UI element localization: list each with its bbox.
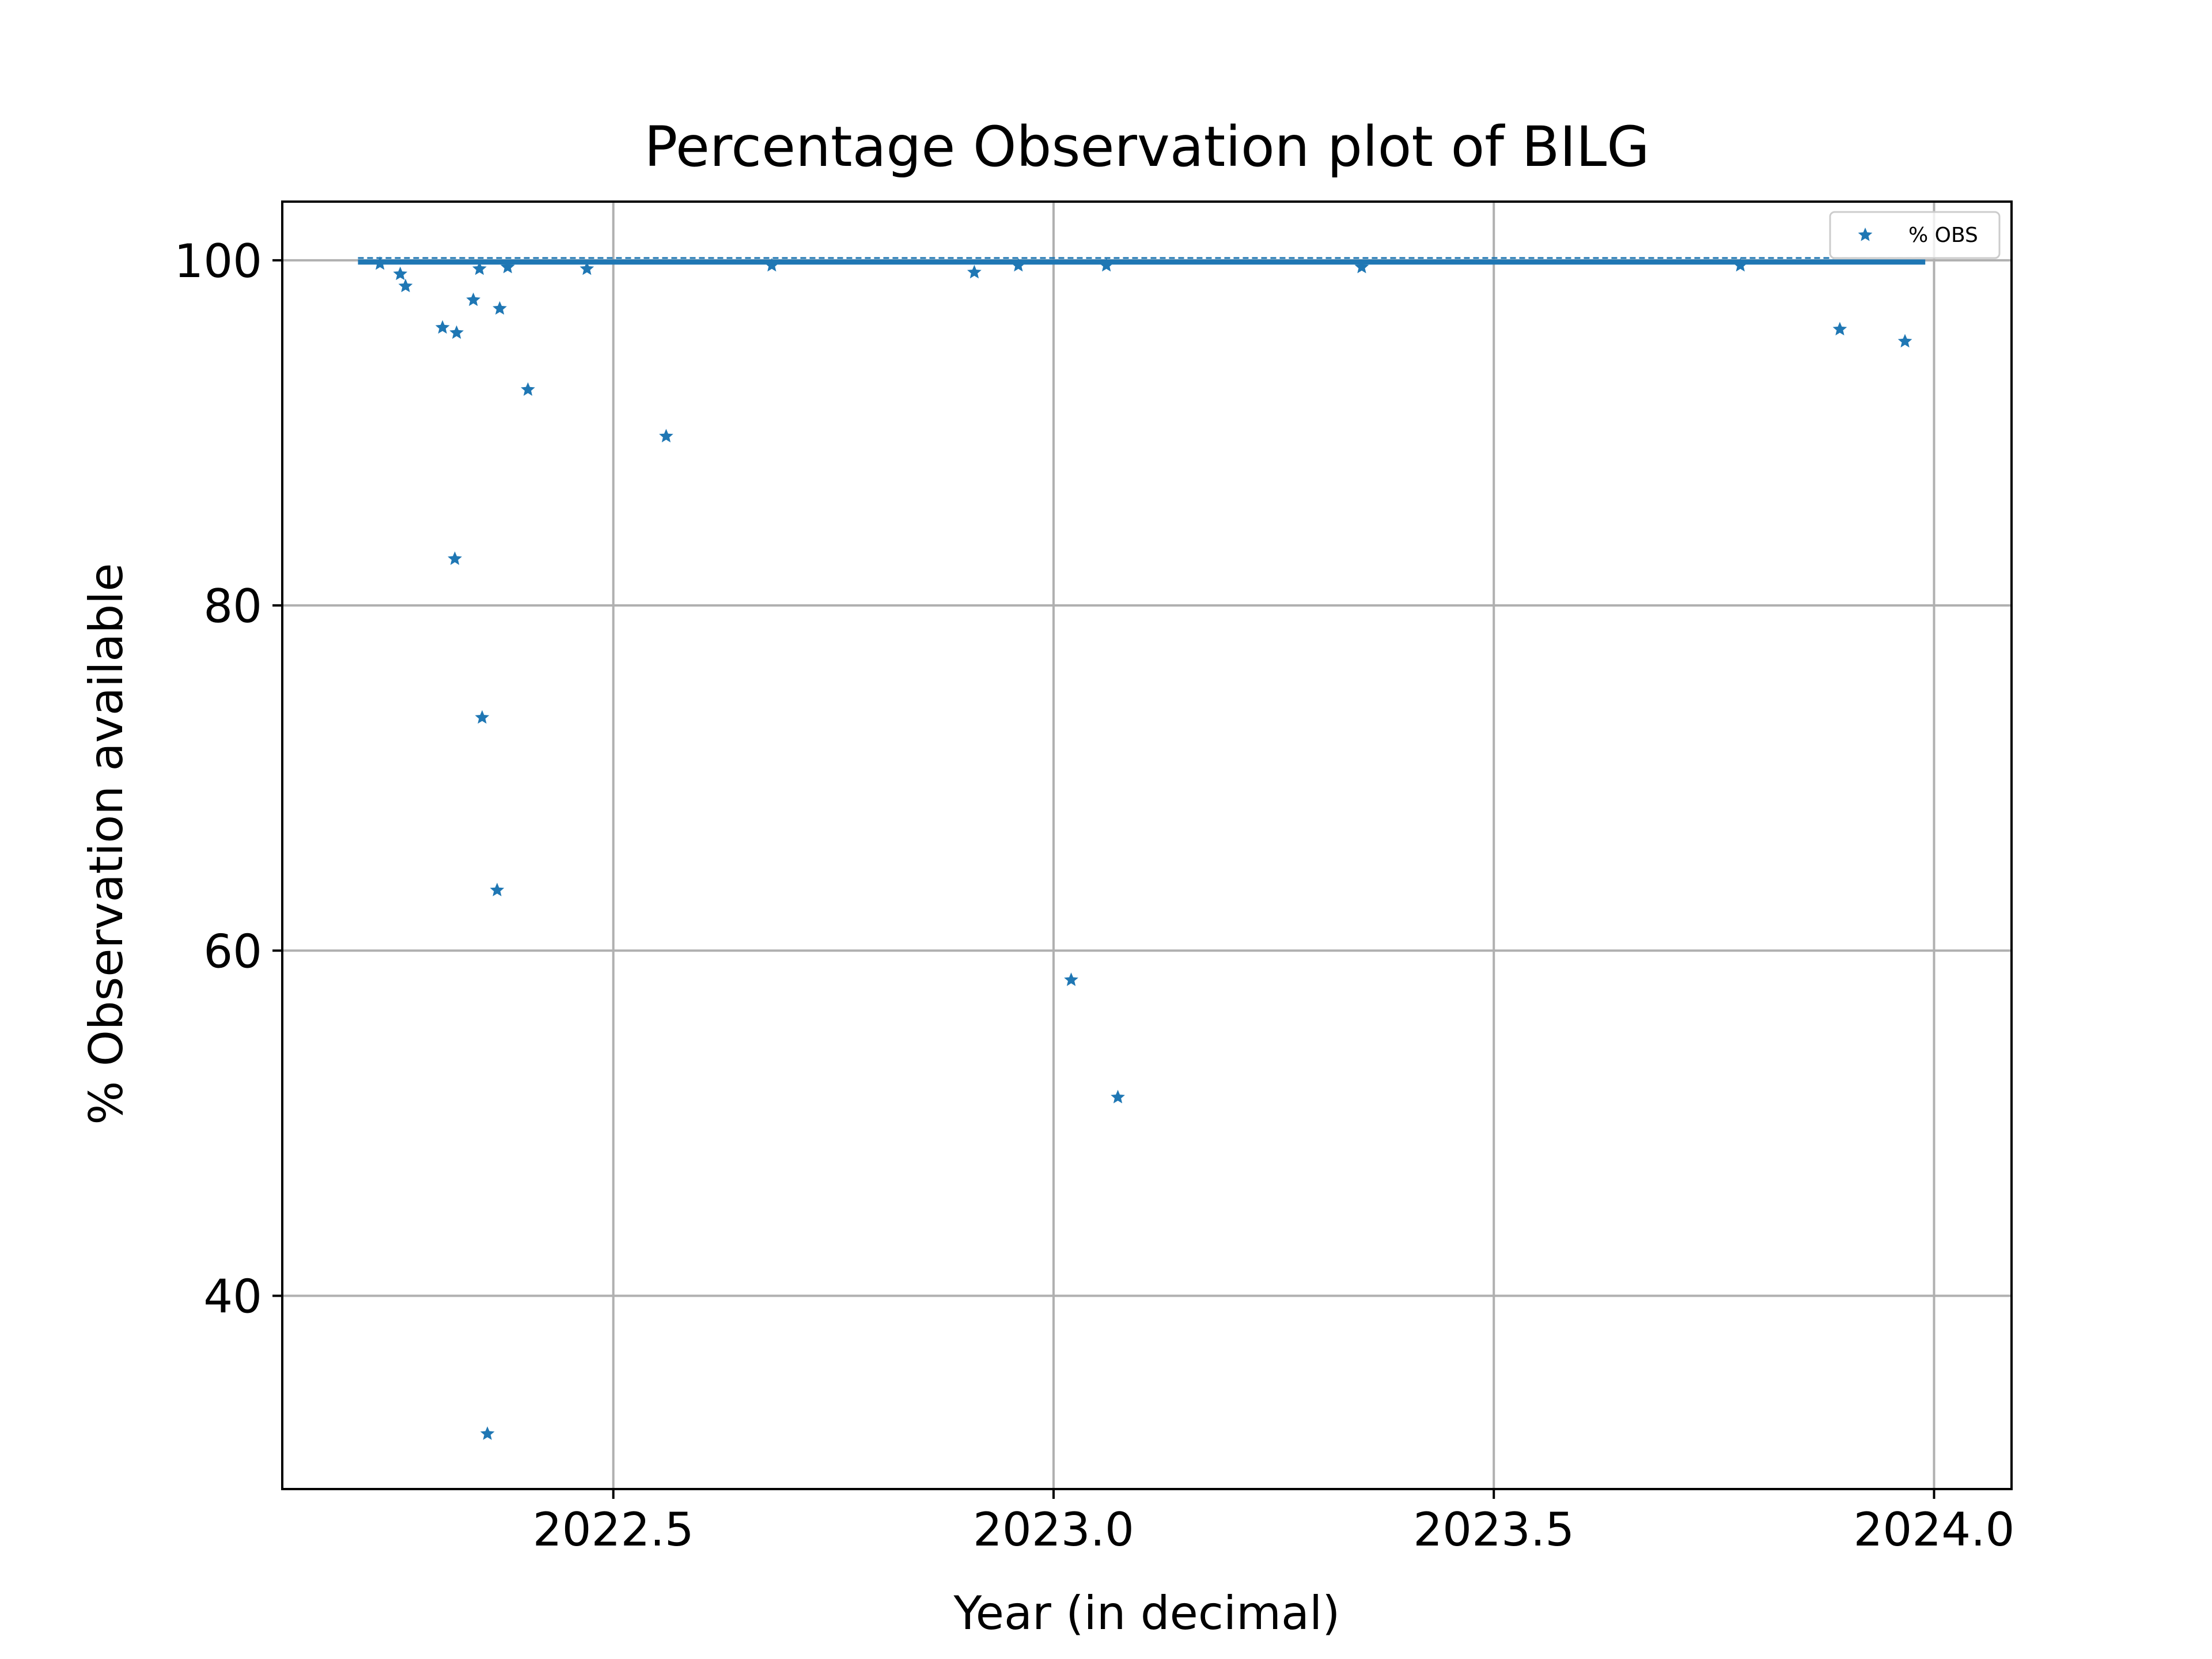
y-tick-label: 60 xyxy=(203,925,262,978)
x-tick-label: 2024.0 xyxy=(1854,1503,2015,1556)
x-tick-label: 2023.0 xyxy=(973,1503,1134,1556)
data-point xyxy=(1099,257,1114,272)
y-tick-label: 80 xyxy=(203,579,262,633)
data-point xyxy=(475,710,490,724)
data-point xyxy=(373,256,387,270)
data-point xyxy=(449,325,464,339)
legend-star xyxy=(1858,228,1873,241)
data-point xyxy=(500,259,515,274)
data-point xyxy=(398,278,413,293)
data-point xyxy=(764,257,779,272)
plot-frame xyxy=(281,200,2013,1490)
data-point xyxy=(435,320,450,334)
data-point xyxy=(448,551,462,565)
data-point xyxy=(1111,1089,1125,1104)
data-point xyxy=(1064,972,1078,986)
x-axis-label: Year (in decimal) xyxy=(953,1586,1340,1640)
y-tick-label: 40 xyxy=(203,1270,262,1323)
legend-marker-star xyxy=(1858,228,1873,241)
x-tick-label: 2022.5 xyxy=(533,1503,694,1556)
data-point xyxy=(967,264,982,279)
data-point xyxy=(490,882,505,896)
data-point xyxy=(493,301,507,315)
data-point xyxy=(1733,257,1748,272)
data-point xyxy=(659,429,673,442)
x-axis-ticks: 2022.5 2023.0 2023.5 2024.0 xyxy=(533,1489,2015,1556)
data-point xyxy=(521,382,535,396)
data-point xyxy=(393,266,408,281)
data-point xyxy=(1832,321,1847,336)
legend-label-obs: % OBS xyxy=(1908,224,1978,247)
data-point xyxy=(579,261,594,275)
chart-title: Percentage Observation plot of BILG xyxy=(644,115,1649,179)
legend-box xyxy=(1829,211,2001,259)
data-point xyxy=(480,1426,495,1440)
y-tick-label: 100 xyxy=(174,234,262,288)
data-point xyxy=(1011,257,1026,272)
x-tick-label: 2023.5 xyxy=(1413,1503,1574,1556)
data-point xyxy=(1354,259,1369,274)
y-axis-label: % Observation available xyxy=(79,563,133,1124)
data-point xyxy=(466,292,481,306)
legend: % OBS xyxy=(1829,211,2001,259)
data-point xyxy=(472,261,487,275)
y-axis-ticks: 40 60 80 100 xyxy=(174,234,282,1323)
data-points xyxy=(358,256,1926,1440)
data-point xyxy=(1897,334,1912,348)
